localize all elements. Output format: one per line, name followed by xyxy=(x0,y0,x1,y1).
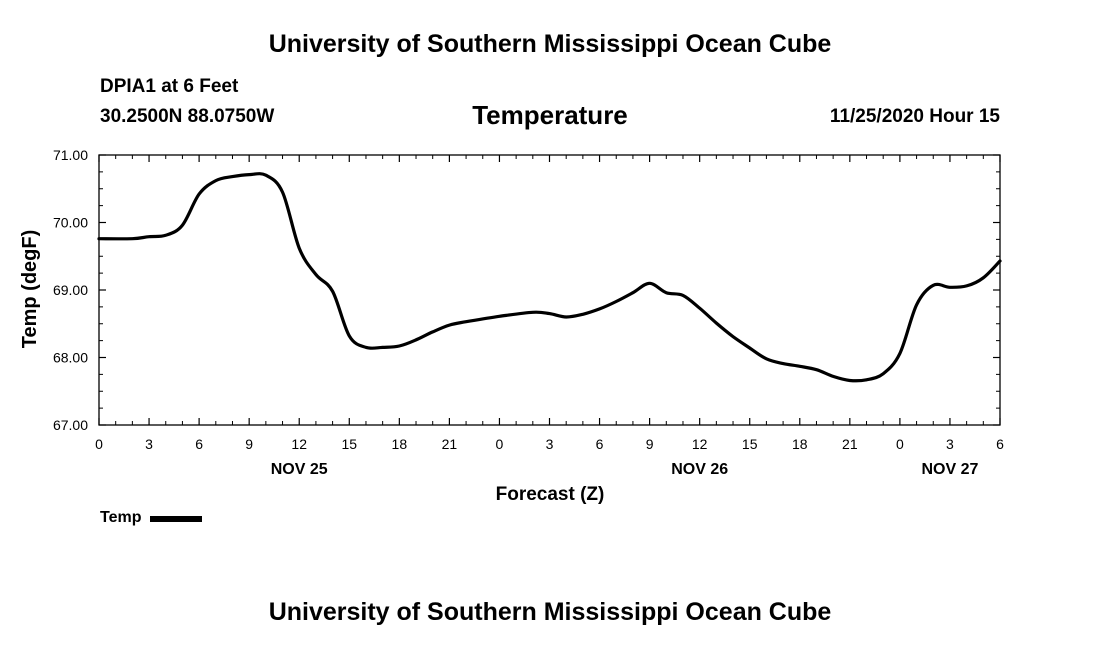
y-tick-label: 68.00 xyxy=(53,350,88,366)
x-tick-label: 12 xyxy=(692,436,708,452)
y-tick-label: 70.00 xyxy=(53,215,88,231)
date-labels: NOV 25 NOV 26 NOV 27 xyxy=(271,461,979,478)
x-tick-label: 12 xyxy=(291,436,307,452)
x-tick-label: 3 xyxy=(946,436,954,452)
y-tick-label: 71.00 xyxy=(53,147,88,163)
temp-series-line xyxy=(97,172,1002,383)
series-layer xyxy=(97,172,1002,383)
x-tick-label: 0 xyxy=(896,436,904,452)
x-tick-label: 9 xyxy=(646,436,654,452)
x-tick-label: 18 xyxy=(792,436,808,452)
chart-header-title: University of Southern Mississippi Ocean… xyxy=(268,30,832,58)
x-tick-label: 6 xyxy=(596,436,604,452)
chart-title: Temperature xyxy=(472,100,628,130)
chart-footer-title: University of Southern Mississippi Ocean… xyxy=(268,598,832,626)
y-axis-ticks: 67.00 68.00 69.00 70.00 71.00 xyxy=(53,147,1000,433)
x-axis-ticks: 0 3 6 9 12 15 18 21 0 3 6 9 12 15 18 21 0 3 6 xyxy=(95,155,1004,452)
x-tick-label: 3 xyxy=(145,436,153,452)
x-tick-label: 21 xyxy=(842,436,858,452)
plot-frame xyxy=(98,154,1001,426)
x-tick-label: 18 xyxy=(392,436,408,452)
x-tick-label: 6 xyxy=(195,436,203,452)
date-label: NOV 25 xyxy=(271,461,328,478)
date-label: NOV 27 xyxy=(921,461,978,478)
station-label: DPIA1 at 6 Feet xyxy=(100,76,239,97)
y-axis-label: Temp (degF) xyxy=(19,230,41,349)
legend-line-swatch xyxy=(150,516,203,522)
station-coordinates: 30.2500N 88.0750W xyxy=(100,106,275,127)
x-axis-label: Forecast (Z) xyxy=(496,484,605,505)
x-tick-label: 9 xyxy=(245,436,253,452)
x-tick-label: 0 xyxy=(95,436,103,452)
legend: Temp xyxy=(100,509,203,527)
y-tick-label: 69.00 xyxy=(53,282,88,298)
x-tick-label: 21 xyxy=(442,436,458,452)
legend-label: Temp xyxy=(100,509,142,526)
date-label: NOV 26 xyxy=(671,461,728,478)
x-tick-label: 6 xyxy=(996,436,1004,452)
x-tick-label: 3 xyxy=(546,436,554,452)
chart-axes xyxy=(98,154,1001,426)
x-tick-label: 0 xyxy=(496,436,504,452)
x-tick-label: 15 xyxy=(742,436,758,452)
x-tick-label: 15 xyxy=(341,436,357,452)
forecast-datetime: 11/25/2020 Hour 15 xyxy=(829,106,1000,127)
y-tick-label: 67.00 xyxy=(53,417,88,433)
